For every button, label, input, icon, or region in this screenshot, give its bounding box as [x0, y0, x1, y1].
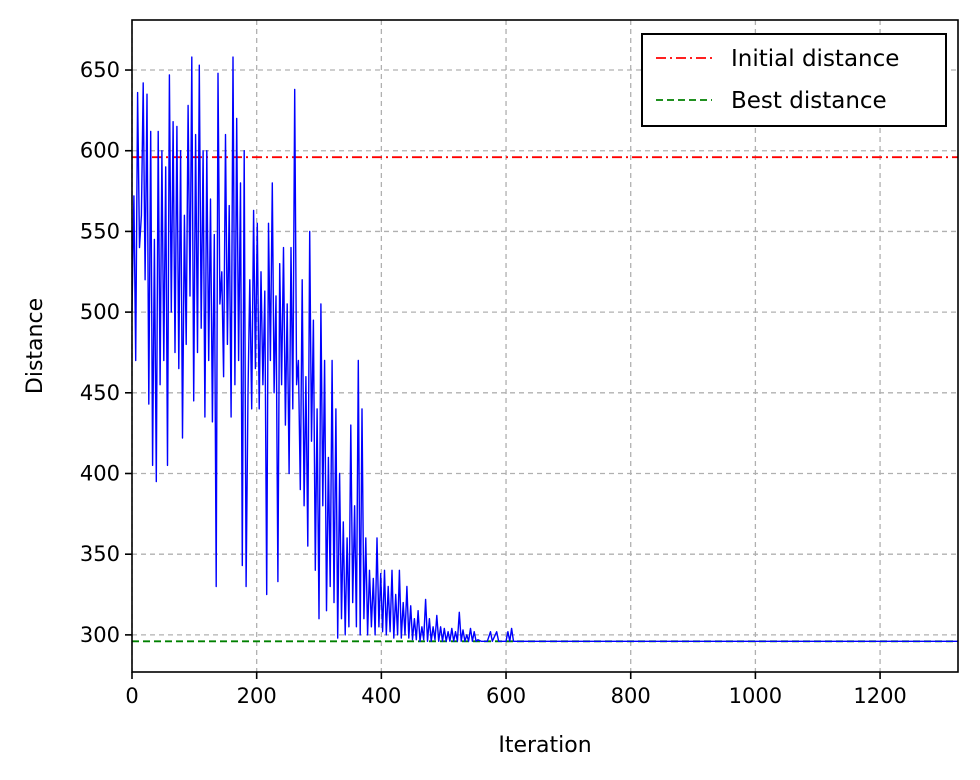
x-tick-label: 400 [361, 684, 401, 708]
x-tick-label: 0 [125, 684, 138, 708]
legend-label-best-distance: Best distance [731, 88, 887, 114]
legend: Initial distance Best distance [641, 33, 947, 127]
x-tick-label: 800 [611, 684, 651, 708]
legend-label-initial-distance: Initial distance [731, 46, 899, 72]
x-axis-ticks: 0 200 400 600 800 1000 1200 [125, 672, 907, 708]
x-tick-label: 1200 [853, 684, 906, 708]
reference-lines [132, 156, 958, 643]
legend-box [641, 33, 947, 127]
y-tick-label: 450 [80, 381, 120, 405]
x-tick-label: 600 [486, 684, 526, 708]
x-axis-label: Iteration [498, 733, 591, 758]
y-tick-label: 600 [80, 139, 120, 163]
y-axis-ticks: 300 350 400 450 500 550 600 650 [80, 58, 132, 647]
y-tick-label: 350 [80, 542, 120, 566]
y-tick-label: 550 [80, 219, 120, 243]
y-axis-label: Distance [23, 298, 48, 394]
x-tick-label: 1000 [729, 684, 782, 708]
y-tick-label: 650 [80, 58, 120, 82]
series-lines [131, 56, 958, 642]
y-tick-label: 500 [80, 300, 120, 324]
y-tick-label: 400 [80, 461, 120, 485]
x-tick-label: 200 [237, 684, 277, 708]
series-line-distance [131, 56, 958, 642]
y-tick-label: 300 [80, 623, 120, 647]
plot-frame [131, 19, 959, 673]
